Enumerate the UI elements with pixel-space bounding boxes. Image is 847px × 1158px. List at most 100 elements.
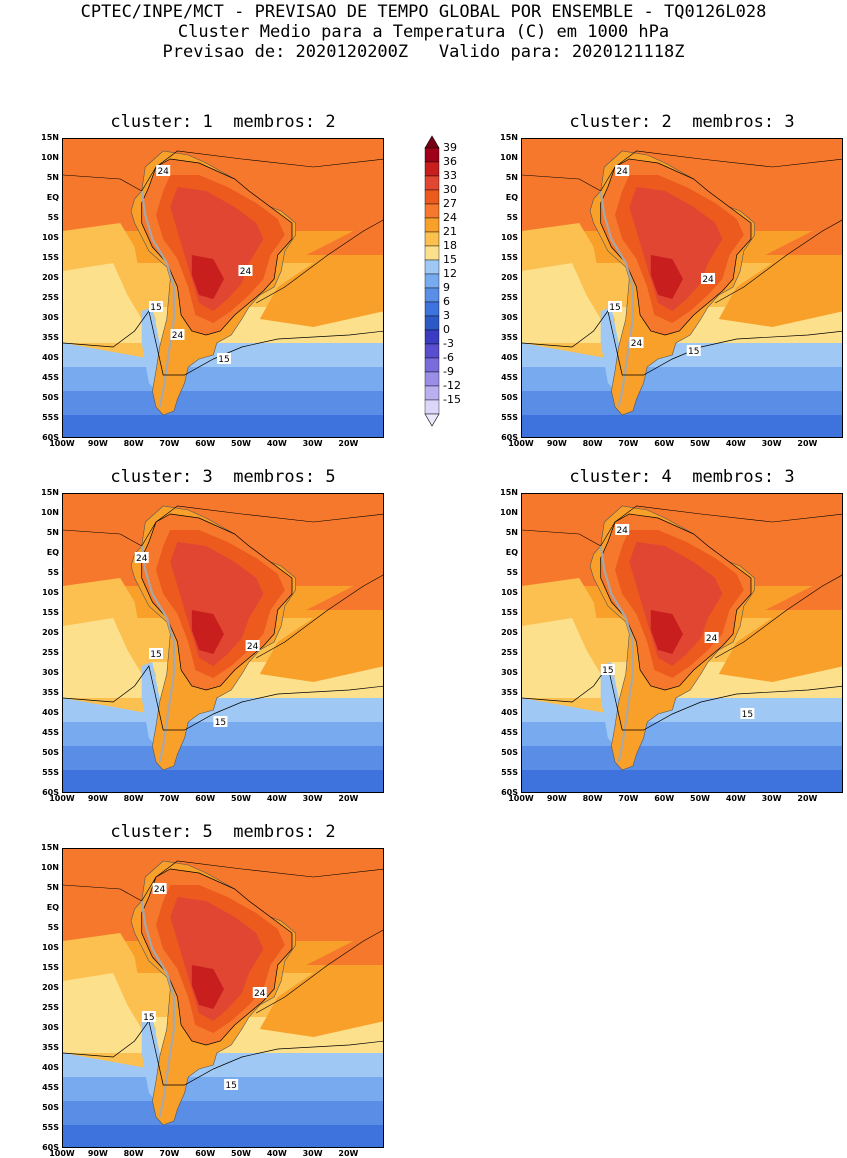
latitude-tick-label: 10S [501, 233, 518, 242]
latitude-tick-label: 15N [41, 843, 59, 852]
contour-label: 24 [152, 883, 167, 895]
colorbar-tick-label: 18 [443, 239, 457, 252]
longitude-tick-label: 40W [266, 439, 287, 448]
longitude-tick-label: 80W [582, 439, 603, 448]
colorbar-tick-label: 30 [443, 183, 457, 196]
temperature-band [650, 610, 683, 654]
latitude-tick-label: 60S [42, 788, 59, 797]
colorbar-swatch [424, 273, 440, 289]
latitude-tick-label: 20S [42, 628, 59, 637]
contour-24-east [256, 574, 383, 659]
colorbar-tick-label: -12 [443, 379, 461, 392]
contour-label: 15 [213, 716, 228, 728]
colorbar-swatch [424, 301, 440, 317]
colorbar-tick-label: 9 [443, 281, 450, 294]
contour-15 [63, 1020, 383, 1086]
colorbar-tick-label: 21 [443, 225, 457, 238]
svg-text:15: 15 [688, 347, 699, 357]
latitude-tick-label: 60S [42, 433, 59, 442]
latitude-tick-label: 15S [42, 253, 59, 262]
longitude-tick-label: 50W [231, 794, 251, 803]
contour-24-north [63, 150, 383, 192]
contour-15 [63, 310, 383, 376]
contour-label: 24 [245, 640, 260, 652]
colorbar-svg [424, 135, 440, 427]
colorbar-tick-label: 12 [443, 267, 457, 280]
contour-24-east [256, 219, 383, 304]
contour-24-north [522, 505, 842, 547]
temperature-band [63, 618, 149, 698]
latitude-tick-label: 5S [47, 213, 59, 222]
contour-24-east [715, 219, 842, 304]
longitude-tick-label: 70W [159, 794, 180, 803]
svg-text:15: 15 [150, 650, 161, 660]
latitude-tick-label: 10S [42, 233, 59, 242]
temperature-band [259, 949, 383, 1037]
latitude-tick-label: 15N [500, 133, 518, 142]
longitude-tick-label: 40W [266, 1149, 287, 1158]
colorbar-tick-label: 36 [443, 155, 457, 168]
latitude-tick-label: 10S [42, 588, 59, 597]
svg-text:24: 24 [702, 275, 714, 285]
longitude-tick-label: 30W [761, 439, 782, 448]
andes-highlands [140, 900, 176, 1118]
contour-24-east [256, 929, 383, 1014]
longitude-tick-label: 90W [87, 1149, 108, 1158]
latitude-tick-label: 55S [42, 768, 59, 777]
latitude-tick-label: 15N [41, 133, 59, 142]
temperature-band [191, 965, 224, 1009]
colorbar-tick-label: 3 [443, 309, 450, 322]
latitude-tick-label: 45S [501, 728, 518, 737]
colorbar-swatch [424, 189, 440, 205]
longitude-tick-label: 50W [231, 1149, 251, 1158]
colorbar-swatch [424, 259, 440, 275]
latitude-tick-label: 10S [501, 588, 518, 597]
latitude-tick-label: 5N [46, 883, 59, 892]
svg-text:15: 15 [225, 1081, 236, 1091]
svg-text:24: 24 [706, 634, 718, 644]
svg-text:24: 24 [136, 554, 148, 564]
latitude-tick-label: 55S [501, 413, 518, 422]
andes-highlands [140, 545, 176, 763]
colorbar-tick-label: -9 [443, 365, 454, 378]
temperature-band [170, 542, 264, 666]
latitude-tick-label: 40S [42, 708, 59, 717]
temperature-band [191, 610, 224, 654]
latitude-tick-label: 15N [41, 488, 59, 497]
svg-text:24: 24 [157, 167, 169, 177]
latitude-tick-label: 40S [42, 353, 59, 362]
longitude-tick-label: 50W [690, 439, 710, 448]
latitude-tick-label: 50S [501, 748, 518, 757]
longitude-tick-label: 100W [508, 439, 534, 448]
contour-label: 24 [704, 632, 719, 644]
header-title-line2: Cluster Medio para a Temperatura (C) em … [177, 22, 670, 42]
colorbar-tick-label: 6 [443, 295, 450, 308]
colorbar-swatch [424, 357, 440, 373]
longitude-tick-label: 90W [87, 794, 108, 803]
latitude-tick-label: 50S [42, 748, 59, 757]
longitude-tick-label: 100W [508, 794, 534, 803]
latitude-tick-label: 30S [501, 668, 518, 677]
colorbar-swatch [424, 343, 440, 359]
latitude-tick-label: 10N [500, 508, 518, 517]
longitude-tick-label: 40W [266, 794, 287, 803]
longitude-tick-label: 100W [49, 794, 75, 803]
longitude-tick-label: 80W [123, 439, 144, 448]
latitude-tick-label: 5S [47, 568, 59, 577]
colorbar-swatch [424, 203, 440, 219]
colorbar-swatch [424, 245, 440, 261]
temperature-band [718, 239, 842, 327]
longitude-tick-label: 80W [582, 794, 603, 803]
contour-15 [63, 665, 383, 731]
longitude-tick-label: 40W [725, 794, 746, 803]
latitude-tick-label: EQ [46, 548, 59, 557]
latitude-tick-label: 30S [42, 668, 59, 677]
longitude-tick-label: 70W [159, 1149, 180, 1158]
contour-label: 24 [629, 337, 644, 349]
contour-15 [522, 310, 842, 376]
svg-text:24: 24 [247, 642, 259, 652]
latitude-tick-label: 15S [501, 608, 518, 617]
latitude-tick-label: 20S [501, 628, 518, 637]
latitude-tick-label: 25S [42, 648, 59, 657]
latitude-tick-label: 5S [506, 568, 518, 577]
